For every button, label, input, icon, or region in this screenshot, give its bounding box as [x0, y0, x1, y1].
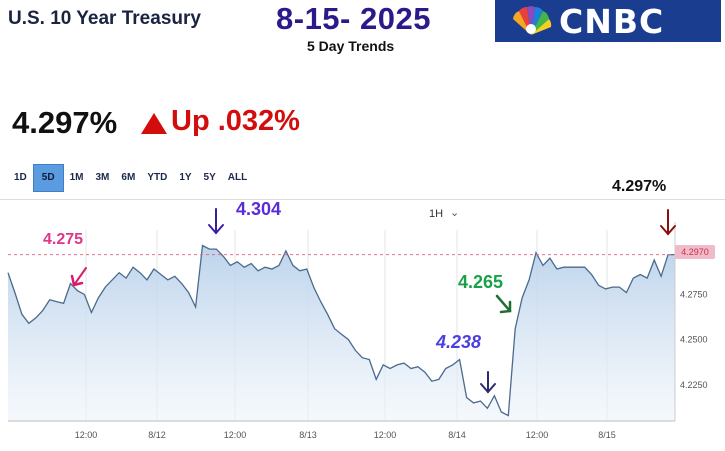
arrow-4304-icon [208, 208, 224, 235]
range-1y-button[interactable]: 1Y [179, 172, 192, 183]
x-tick-label: 8/12 [148, 430, 166, 440]
subtitle: 5 Day Trends [307, 38, 395, 54]
interval-selector[interactable]: 1H [429, 208, 444, 220]
range-1d-button[interactable]: 1D [14, 172, 27, 183]
x-tick-label: 12:00 [526, 430, 549, 440]
y-tick-label: 4.2500 [680, 335, 708, 345]
annotation-4275: 4.275 [43, 231, 84, 248]
range-5y-button[interactable]: 5Y [203, 172, 216, 183]
peacock-icon [513, 6, 552, 35]
arrow-4275-icon [70, 267, 87, 287]
last-yield-label: 4.297% [612, 178, 667, 195]
yield-change: Up .032% [171, 105, 300, 137]
x-tick-label: 12:00 [75, 430, 98, 440]
up-arrow-icon [141, 113, 167, 134]
current-price-tag: 4.2970 [675, 245, 715, 259]
logo-text: CNBC [559, 1, 665, 41]
yield-area [8, 245, 675, 421]
divider [0, 199, 725, 200]
yield-line [7, 244, 675, 417]
range-1m-button[interactable]: 1M [69, 172, 84, 183]
chart-heading: U.S. 10 Year Treasury [8, 8, 201, 29]
annotation-4265: 4.265 [458, 272, 504, 292]
range-selector: 1D 5D 1M 3M 6M YTD 1Y 5Y ALL [8, 164, 253, 192]
arrow-4238-icon [480, 371, 496, 394]
x-tick-label: 8/13 [299, 430, 317, 440]
chevron-down-icon[interactable]: ⌄ [450, 207, 460, 219]
date-heading: 8-15- 2025 [276, 1, 431, 36]
cnbc-logo: CNBC [495, 0, 721, 42]
arrow-4265-icon [495, 294, 512, 314]
y-tick-label: 4.2250 [680, 380, 708, 390]
range-all-button[interactable]: ALL [227, 172, 248, 183]
range-6m-button[interactable]: 6M [121, 172, 136, 183]
x-tick-label: 8/14 [448, 430, 466, 440]
x-tick-label: 12:00 [224, 430, 247, 440]
range-5d-button[interactable]: 5D [32, 164, 64, 192]
x-tick-label: 12:00 [374, 430, 397, 440]
arrow-last-icon [660, 209, 676, 236]
x-tick-label: 8/15 [598, 430, 616, 440]
current-yield: 4.297% [12, 105, 118, 140]
annotation-4304: 4.304 [236, 199, 282, 219]
range-ytd-button[interactable]: YTD [147, 172, 168, 183]
annotation-4238: 4.238 [436, 332, 482, 352]
y-tick-label: 4.2750 [680, 289, 708, 299]
range-3m-button[interactable]: 3M [95, 172, 110, 183]
